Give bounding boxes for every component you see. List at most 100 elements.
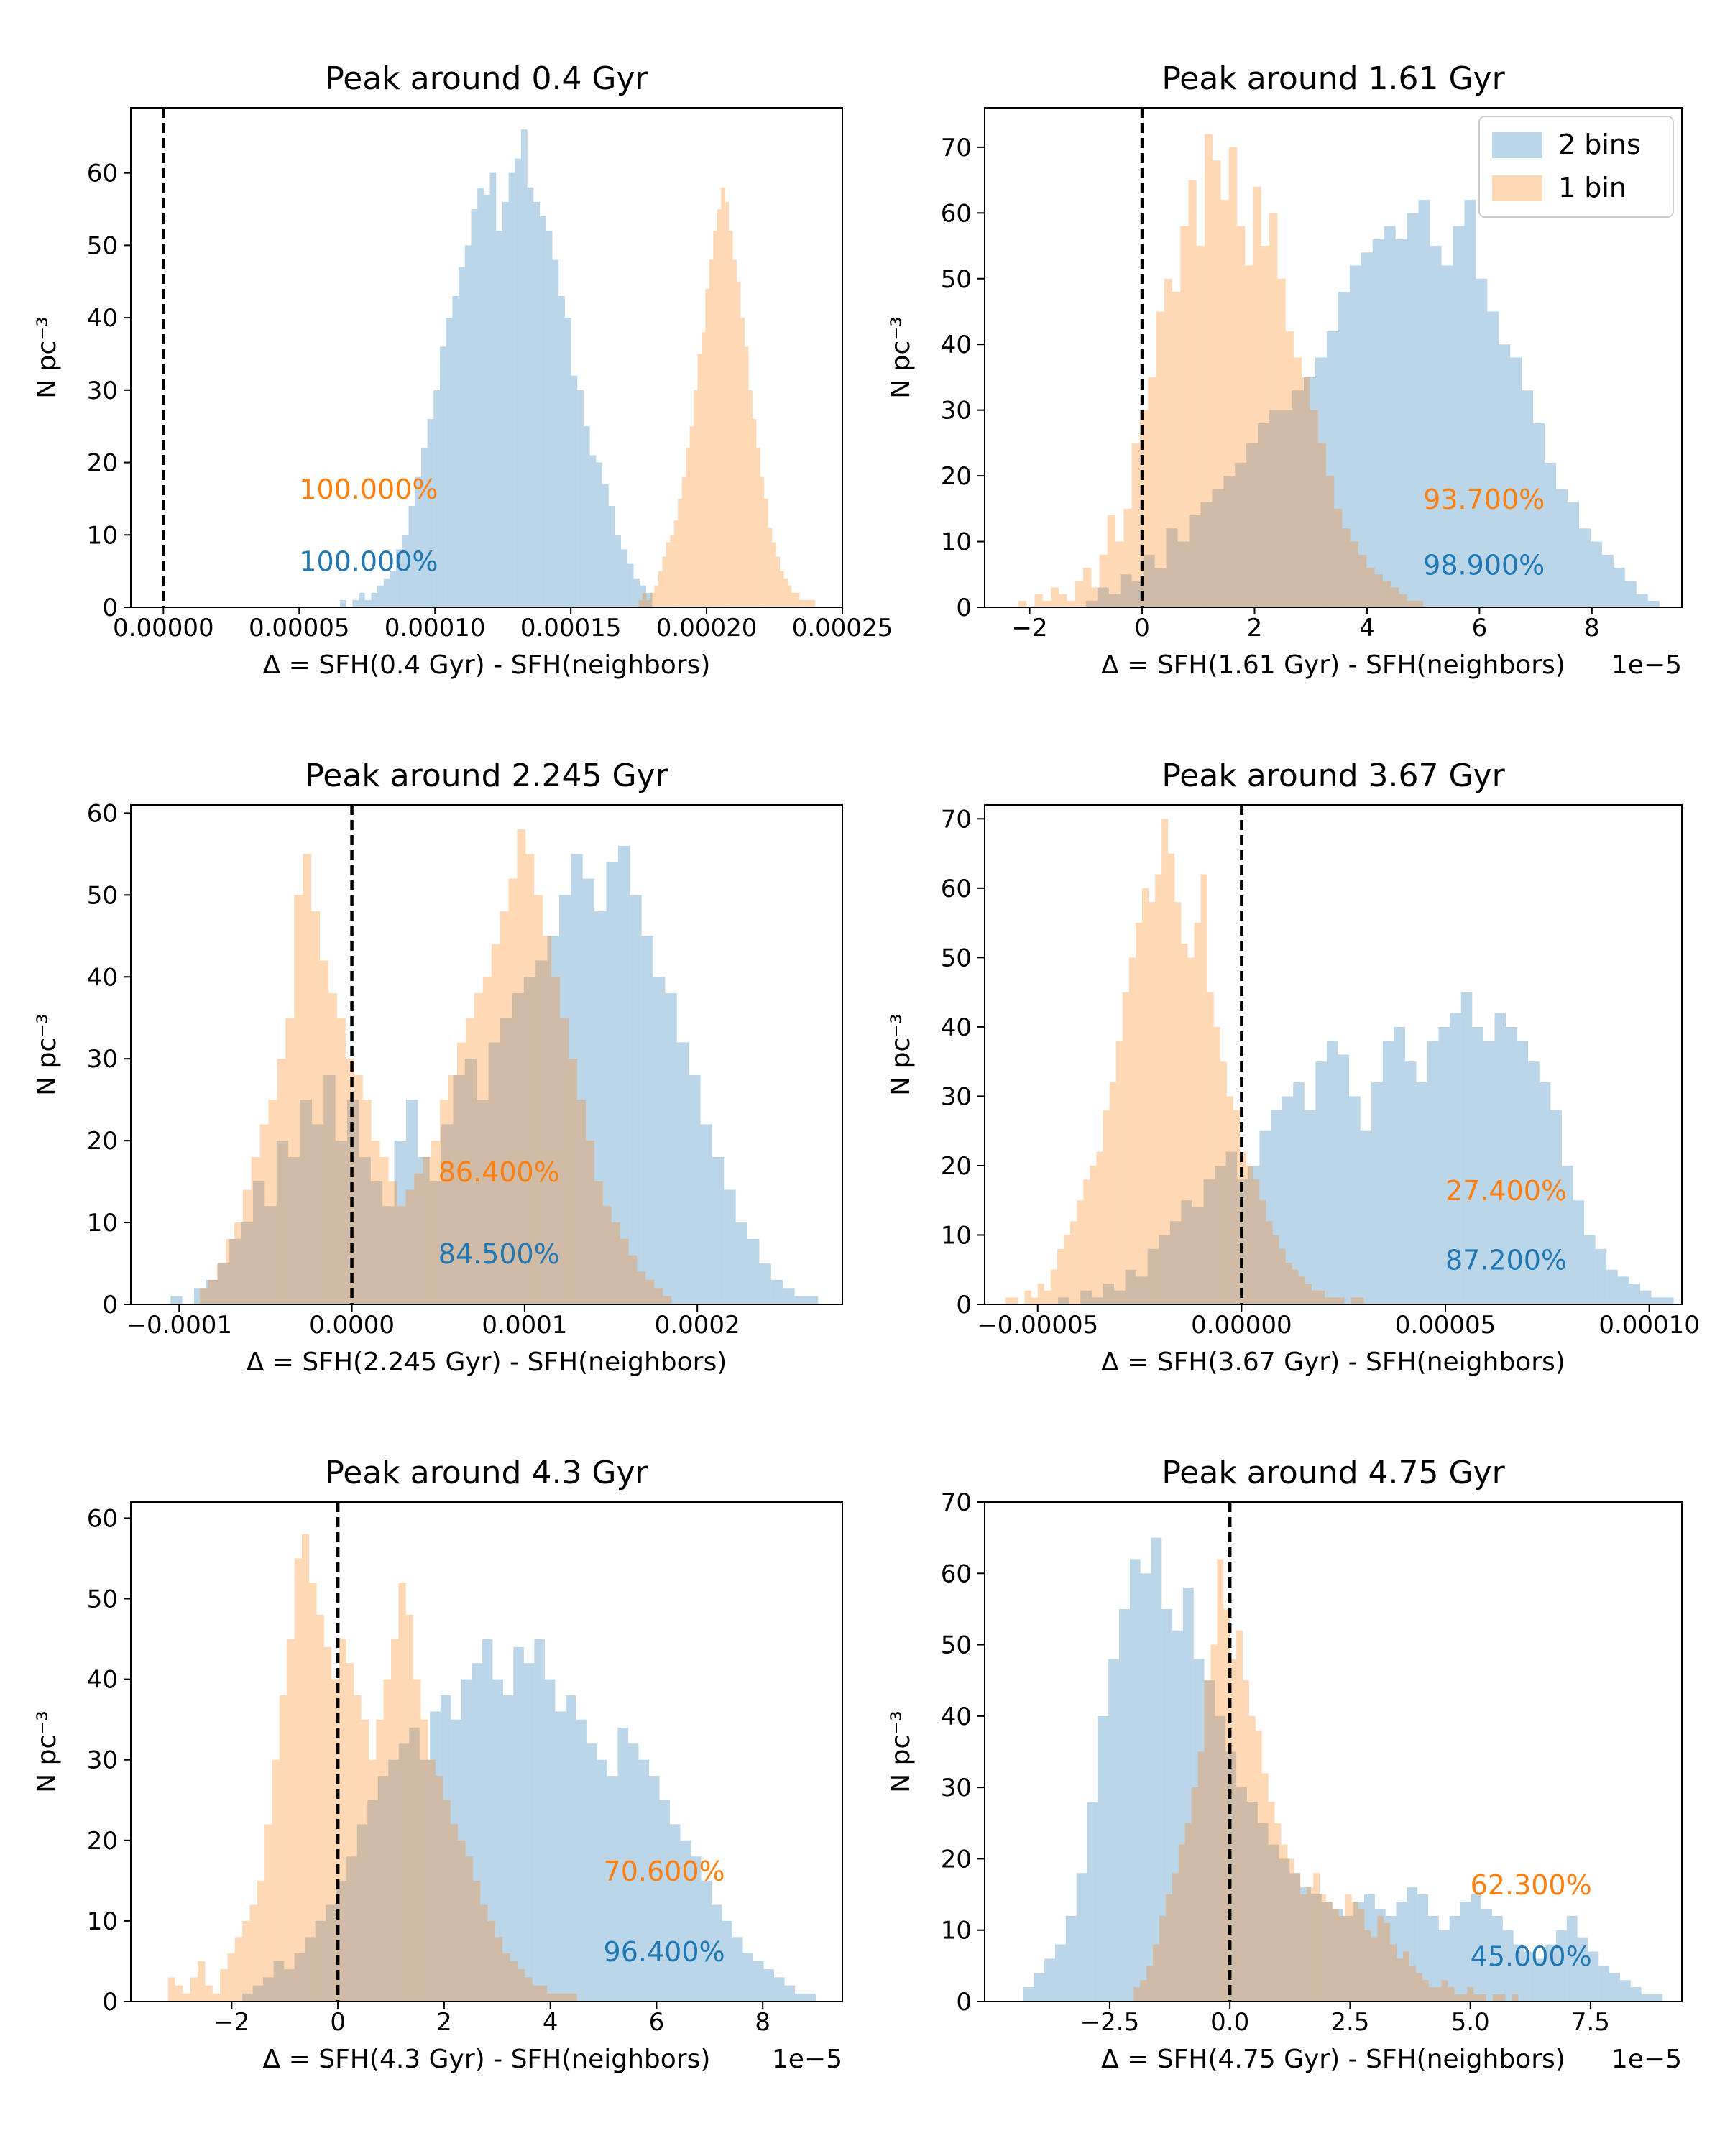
histogram-bar bbox=[1384, 1922, 1391, 2001]
panel-title: Peak around 0.4 Gyr bbox=[325, 60, 648, 97]
legend-swatch-one-bin bbox=[1492, 175, 1542, 201]
y-tick-label: 10 bbox=[87, 521, 118, 550]
histogram-bar bbox=[1460, 1994, 1468, 2001]
histogram-bar bbox=[1326, 1041, 1338, 1304]
histogram-bar bbox=[1293, 1082, 1305, 1304]
y-tick-label: 40 bbox=[941, 1013, 972, 1042]
histogram-bar bbox=[602, 1206, 612, 1304]
histogram-bar bbox=[380, 1156, 389, 1304]
histogram-bar bbox=[1361, 252, 1373, 607]
y-tick-label: 70 bbox=[941, 134, 972, 162]
histogram-bar bbox=[1181, 1200, 1192, 1304]
histogram-bar bbox=[1011, 1297, 1018, 1304]
y-axis-label: N pc⁻³ bbox=[32, 316, 62, 398]
histogram-bar bbox=[508, 878, 518, 1304]
histogram-bar bbox=[1044, 1958, 1055, 2001]
histogram-bar bbox=[1113, 1290, 1126, 1304]
histogram-bar bbox=[242, 1920, 250, 2001]
histogram-bar bbox=[430, 1711, 441, 2001]
histogram-bar bbox=[335, 1141, 348, 1304]
histogram-bar bbox=[1246, 1802, 1258, 2001]
annotation-two-bins: 96.400% bbox=[604, 1936, 725, 1968]
histogram-bar bbox=[1438, 1026, 1450, 1304]
histogram-bar bbox=[1545, 462, 1557, 607]
histogram-bar bbox=[1499, 344, 1511, 607]
histogram-bar bbox=[383, 578, 390, 607]
histogram-bar bbox=[1349, 265, 1361, 607]
histogram-bar bbox=[630, 895, 642, 1304]
histogram-bar bbox=[594, 1181, 603, 1304]
histogram-bar bbox=[627, 563, 634, 607]
histogram-bar bbox=[1491, 1915, 1503, 2001]
histogram-bar bbox=[783, 1288, 795, 1304]
histogram-bar bbox=[500, 1018, 512, 1304]
y-tick-label: 10 bbox=[941, 1221, 972, 1250]
histogram-bar bbox=[1639, 1290, 1652, 1304]
histogram-bar bbox=[405, 1189, 415, 1304]
histogram-bar bbox=[368, 1759, 377, 2001]
histogram-bar bbox=[594, 911, 607, 1304]
histogram-bar bbox=[1629, 1284, 1640, 1304]
histogram-bar bbox=[1403, 1951, 1409, 2001]
histogram-bar bbox=[576, 1100, 586, 1304]
x-tick-label: 4 bbox=[543, 2008, 558, 2037]
histogram-bar bbox=[311, 1124, 324, 1304]
histogram-bar bbox=[1588, 1951, 1599, 2001]
y-tick-label: 50 bbox=[941, 944, 972, 972]
x-tick-label: 0.00025 bbox=[792, 614, 893, 642]
x-tick-label: 0 bbox=[1134, 614, 1150, 642]
histogram-bar bbox=[662, 556, 666, 607]
histogram-bar bbox=[1407, 600, 1415, 607]
histogram-bar bbox=[535, 960, 548, 1304]
histogram-bar bbox=[264, 1824, 272, 2001]
histogram-bar bbox=[1545, 1944, 1556, 2001]
axes-frame bbox=[130, 1501, 843, 2002]
y-tick-label: 60 bbox=[941, 1560, 972, 1588]
histogram-bar bbox=[472, 1663, 482, 2001]
histogram-bar bbox=[1268, 1844, 1279, 2001]
x-axis-label: Δ = SFH(4.75 Gyr) - SFH(neighbors) bbox=[1101, 2045, 1565, 2074]
legend: 2 bins 1 bin bbox=[1478, 116, 1674, 218]
histogram-bar bbox=[440, 1695, 451, 2001]
histogram-bar bbox=[352, 599, 359, 607]
histogram-bar bbox=[1617, 1276, 1629, 1304]
y-axis-label: N pc⁻³ bbox=[32, 1710, 62, 1792]
histogram-bar bbox=[709, 259, 714, 607]
histogram-bar bbox=[1258, 423, 1270, 607]
histogram-one_bin bbox=[1005, 819, 1364, 1304]
histogram-bar bbox=[446, 318, 453, 607]
histogram-bar bbox=[1228, 147, 1238, 607]
histogram-bar bbox=[534, 1639, 545, 2001]
histogram-two_bins bbox=[339, 129, 653, 607]
histogram-two_bins bbox=[242, 1639, 816, 2001]
histogram-bar bbox=[794, 1296, 806, 1304]
histogram-bar bbox=[525, 1977, 533, 2001]
histogram-bar bbox=[371, 592, 378, 607]
histogram-bar bbox=[1662, 1297, 1674, 1304]
x-offset-text: 1e−5 bbox=[1611, 650, 1682, 680]
histogram-bar bbox=[431, 1141, 441, 1304]
histogram-bar bbox=[554, 1993, 562, 2001]
histogram-bar bbox=[1129, 1559, 1141, 2001]
histogram-bar bbox=[637, 1271, 646, 1304]
x-tick-label: 8 bbox=[755, 2008, 770, 2037]
histogram-bar bbox=[560, 1018, 569, 1304]
y-tick-label: 70 bbox=[941, 805, 972, 834]
histogram-bar bbox=[533, 201, 540, 607]
histogram-bar bbox=[1332, 1908, 1339, 2001]
histogram-bar bbox=[763, 1969, 775, 2001]
histogram-bar bbox=[1120, 574, 1132, 607]
histogram-bar bbox=[742, 1953, 754, 2001]
histogram-bar bbox=[1601, 554, 1614, 607]
y-tick-label: 20 bbox=[941, 1845, 972, 1874]
y-tick-label: 20 bbox=[87, 1827, 118, 1856]
histogram-bar bbox=[482, 1639, 493, 2001]
histogram-bar bbox=[608, 505, 615, 607]
y-tick-label: 40 bbox=[87, 963, 118, 992]
x-offset-text: 1e−5 bbox=[1611, 2045, 1682, 2074]
histogram-bar bbox=[1259, 1130, 1271, 1304]
y-axis-label: N pc⁻³ bbox=[886, 1710, 916, 1792]
histogram-bar bbox=[1364, 1894, 1375, 2001]
histogram-bar bbox=[515, 158, 521, 607]
histogram-bar bbox=[561, 1993, 570, 2001]
